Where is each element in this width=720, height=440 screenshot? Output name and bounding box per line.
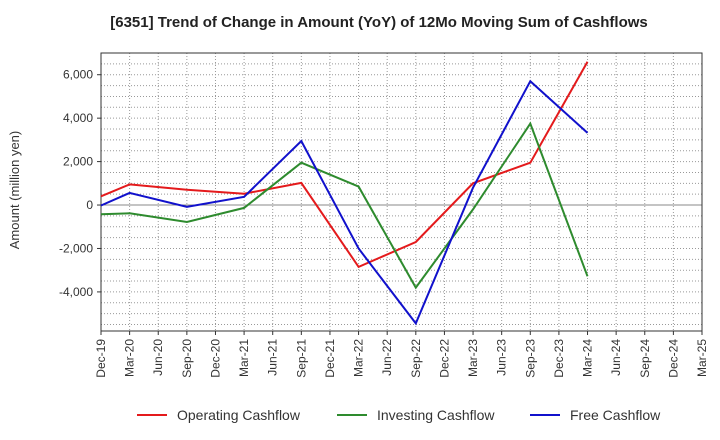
y-axis-title: Amount (million yen) xyxy=(7,131,22,250)
x-tick-label: Jun-24 xyxy=(609,339,623,376)
investing-cashflow-line xyxy=(100,121,589,290)
y-tick-label: 0 xyxy=(86,198,93,212)
x-tick-label: Mar-25 xyxy=(695,339,709,377)
x-tick-label: Jun-23 xyxy=(495,339,509,376)
x-tick-label: Sep-24 xyxy=(638,339,652,378)
x-tick-label: Jun-21 xyxy=(266,339,280,376)
plot-area xyxy=(101,53,702,331)
x-tick-label: Dec-22 xyxy=(437,339,451,378)
plot-border xyxy=(100,52,703,332)
x-tick-label: Mar-22 xyxy=(352,339,366,377)
x-tick-label: Dec-23 xyxy=(552,339,566,378)
x-tick-label: Dec-24 xyxy=(666,339,680,378)
operating-cashflow-legend-label: Operating Cashflow xyxy=(177,407,301,423)
y-tick-label: 4,000 xyxy=(63,111,93,125)
x-tick-label: Jun-22 xyxy=(380,339,394,376)
operating-cashflow-line xyxy=(100,61,589,269)
x-tick-label: Jun-20 xyxy=(151,339,165,376)
x-tick-label: Mar-23 xyxy=(466,339,480,377)
x-tick-label: Sep-21 xyxy=(294,339,308,378)
x-tick-label: Dec-21 xyxy=(323,339,337,378)
y-tick-label: 6,000 xyxy=(63,68,93,82)
x-tick-label: Sep-22 xyxy=(409,339,423,378)
plot-background xyxy=(101,53,702,331)
x-tick-label: Dec-19 xyxy=(94,339,108,378)
legend: Operating Cashflow Investing Cashflow Free… xyxy=(137,407,661,423)
x-tick-label: Mar-21 xyxy=(237,339,251,377)
y-tick-label: 2,000 xyxy=(63,155,93,169)
free-cashflow-line xyxy=(100,79,589,326)
x-tick-label: Mar-24 xyxy=(581,339,595,377)
chart-title: [6351] Trend of Change in Amount (YoY) o… xyxy=(110,14,648,31)
y-axis: 6,000 4,000 2,000 0 -2,000 -4,000 xyxy=(59,68,101,299)
series-group xyxy=(100,61,589,326)
free-cashflow-legend-label: Free Cashflow xyxy=(570,407,661,423)
x-axis: Dec-19 Mar-20 Jun-20 Sep-20 Dec-20 Mar-21 Jun-… xyxy=(94,331,709,378)
y-tick-label: -4,000 xyxy=(59,285,93,299)
x-tick-label: Sep-20 xyxy=(180,339,194,378)
y-tick-label: -2,000 xyxy=(59,241,93,255)
x-tick-label: Mar-20 xyxy=(123,339,137,377)
x-tick-label: Dec-20 xyxy=(208,339,222,378)
grid xyxy=(100,52,703,332)
investing-cashflow-legend-label: Investing Cashflow xyxy=(377,407,495,423)
x-tick-label: Sep-23 xyxy=(523,339,537,378)
